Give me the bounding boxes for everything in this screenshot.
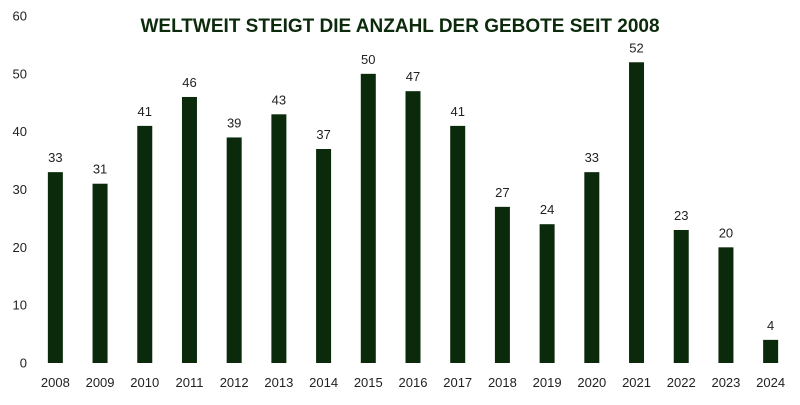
x-tick-label: 2023 <box>711 375 740 390</box>
data-label: 39 <box>227 115 241 130</box>
bar <box>226 137 242 363</box>
bar <box>584 172 600 363</box>
data-label: 33 <box>585 150 599 165</box>
data-label: 52 <box>629 40 643 55</box>
y-tick-label: 60 <box>13 9 27 24</box>
bar <box>494 206 510 363</box>
bar <box>405 91 421 363</box>
x-tick-label: 2020 <box>577 375 606 390</box>
bar <box>92 183 108 363</box>
bar <box>181 96 197 363</box>
chart-title: WELTWEIT STEIGT DIE ANZAHL DER GEBOTE SE… <box>140 16 659 37</box>
bar <box>316 149 332 363</box>
bar <box>450 125 466 363</box>
data-label: 47 <box>406 69 420 84</box>
x-tick-label: 2017 <box>443 375 472 390</box>
data-label: 46 <box>182 75 196 90</box>
data-label: 41 <box>138 104 152 119</box>
y-tick-label: 50 <box>13 66 27 81</box>
x-tick-label: 2019 <box>533 375 562 390</box>
data-label: 24 <box>540 202 554 217</box>
x-tick-label: 2010 <box>130 375 159 390</box>
x-tick-label: 2008 <box>41 375 70 390</box>
bar <box>539 224 555 363</box>
x-tick-label: 2021 <box>622 375 651 390</box>
bar <box>718 247 734 363</box>
data-labels: 33 31 41 46 39 43 37 50 47 41 27 24 33 52 23 20 4 <box>48 40 774 333</box>
data-label: 31 <box>93 162 107 177</box>
y-tick-label: 30 <box>13 182 27 197</box>
x-tick-label: 2009 <box>86 375 115 390</box>
bar <box>360 73 376 363</box>
bar-series <box>47 62 779 364</box>
bar <box>271 114 287 363</box>
data-label: 23 <box>674 208 688 223</box>
bar <box>47 172 63 363</box>
bar <box>137 125 153 363</box>
x-tick-label: 2014 <box>309 375 338 390</box>
data-label: 33 <box>48 150 62 165</box>
bar <box>673 229 689 363</box>
x-tick-label: 2016 <box>399 375 428 390</box>
bar <box>763 339 779 363</box>
y-tick-label: 10 <box>13 298 27 313</box>
data-label: 41 <box>450 104 464 119</box>
y-tick-label: 20 <box>13 240 27 255</box>
x-tick-label: 2024 <box>756 375 785 390</box>
x-tick-label: 2012 <box>220 375 249 390</box>
data-label: 27 <box>495 185 509 200</box>
x-tick-label: 2015 <box>354 375 383 390</box>
y-axis: 0 10 20 30 40 50 60 <box>13 9 27 371</box>
data-label: 20 <box>719 225 733 240</box>
x-tick-label: 2013 <box>264 375 293 390</box>
data-label: 43 <box>272 92 286 107</box>
x-axis: 2008 2009 2010 2011 2012 2013 2014 2015 2016 2017… <box>41 375 785 390</box>
y-tick-label: 40 <box>13 124 27 139</box>
x-tick-label: 2022 <box>667 375 696 390</box>
y-tick-label: 0 <box>20 356 27 371</box>
x-tick-label: 2018 <box>488 375 517 390</box>
bar <box>629 62 645 364</box>
data-label: 4 <box>767 318 774 333</box>
data-label: 50 <box>361 52 375 67</box>
data-label: 37 <box>316 127 330 142</box>
x-tick-label: 2011 <box>175 375 203 390</box>
